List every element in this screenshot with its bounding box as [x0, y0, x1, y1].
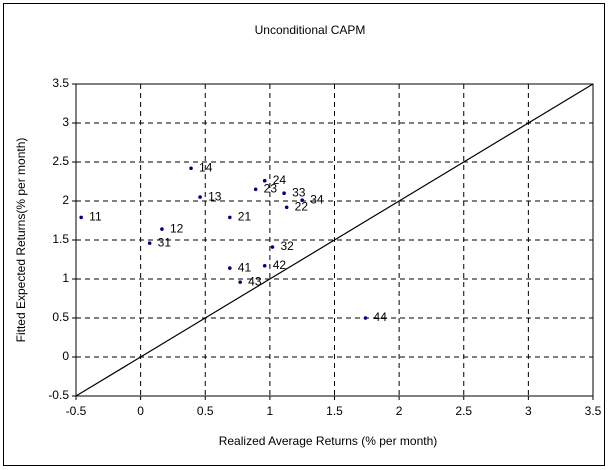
- y-tick-label: 2: [62, 193, 69, 207]
- point: [198, 195, 202, 199]
- point-label: 43: [248, 274, 262, 288]
- x-tick-label: 1: [267, 404, 274, 418]
- point: [79, 215, 83, 220]
- x-tick-label: -0.5: [66, 404, 87, 418]
- point: [160, 227, 164, 231]
- point-label: 33: [292, 185, 306, 199]
- y-tick-label: 0.5: [52, 310, 69, 324]
- y-tick-label: -0.5: [48, 388, 69, 402]
- point: [282, 191, 286, 195]
- point-label: 21: [238, 210, 252, 224]
- reference-line: [75, 83, 594, 397]
- y-tick-label: 1.5: [52, 232, 69, 246]
- y-tick-label: 3: [62, 115, 69, 129]
- point: [284, 205, 289, 210]
- point-label: 24: [273, 173, 287, 187]
- point-label: 11: [89, 210, 102, 224]
- point-label: 31: [158, 235, 172, 249]
- y-axis-label: Fitted Expected Returns(% per month): [14, 138, 28, 343]
- plot-frame: [75, 83, 594, 397]
- point-label: 44: [374, 310, 388, 324]
- x-tick-label: 2: [396, 404, 403, 418]
- point: [300, 198, 304, 203]
- x-tick-label: 2.5: [455, 404, 472, 418]
- point: [253, 187, 258, 192]
- point: [363, 316, 368, 320]
- y-tick-label: 2.5: [52, 154, 69, 168]
- point: [147, 241, 152, 245]
- y-tick-label: 1: [62, 271, 69, 285]
- x-tick-label: 0: [137, 404, 144, 418]
- point-label: 42: [273, 258, 287, 272]
- chart-title: Unconditional CAPM: [255, 23, 366, 37]
- point-label: 13: [208, 189, 222, 203]
- point-label: 41: [238, 260, 252, 274]
- point-label: 34: [310, 192, 324, 206]
- y-tick-label: 0: [62, 349, 69, 363]
- point: [189, 166, 193, 171]
- x-tick-label: 0.5: [197, 404, 214, 418]
- x-tick-label: 1.5: [326, 404, 343, 418]
- point: [238, 280, 242, 284]
- point: [262, 178, 267, 183]
- point-label: 14: [199, 160, 213, 174]
- x-tick-label: 3.5: [585, 404, 602, 418]
- point-label: 32: [280, 239, 294, 253]
- point-label: 23: [264, 181, 278, 195]
- x-tick-label: 3: [525, 404, 532, 418]
- chart-frame: [3, 3, 605, 466]
- point: [262, 263, 267, 268]
- point: [228, 266, 232, 270]
- point-label: 22: [295, 199, 309, 213]
- point-label: 12: [170, 221, 184, 235]
- point: [270, 245, 275, 249]
- point: [228, 215, 232, 220]
- x-axis-label: Realized Average Returns (% per month): [219, 434, 438, 448]
- y-tick-label: 3.5: [52, 76, 69, 90]
